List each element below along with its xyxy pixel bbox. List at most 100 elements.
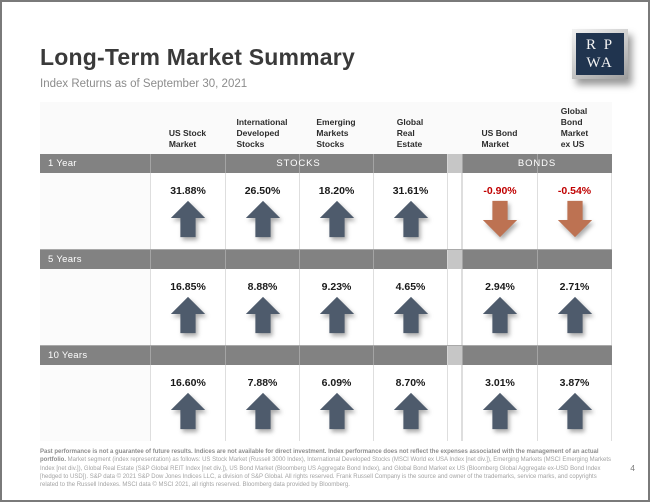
up-arrow-icon xyxy=(557,296,592,334)
column-header-line: US Bond xyxy=(481,128,518,138)
column-header-line: Global xyxy=(560,106,588,116)
up-arrow-icon xyxy=(319,296,354,334)
return-cell-us-stock-market: 16.85% xyxy=(150,269,225,345)
column-header-international-developed-stocks: International Developed Stocks xyxy=(225,102,299,154)
up-arrow-icon xyxy=(170,200,206,238)
column-header-line: Bond xyxy=(560,117,583,127)
band-segment xyxy=(373,250,447,269)
up-arrow-icon xyxy=(482,296,518,334)
column-header-global-bond-market-ex-us: Global Bond Market ex US xyxy=(537,102,612,154)
up-arrow-icon xyxy=(245,200,280,238)
rpwa-logo: R P WA xyxy=(572,29,628,79)
column-header-row: US Stock Market International Developed Stoc… xyxy=(40,102,612,154)
value-row-label-spacer xyxy=(40,269,150,345)
band-gap-cell xyxy=(447,154,462,173)
disclosure-footnote: Past performance is not a guarantee of f… xyxy=(40,448,614,489)
return-cell-us-stock-market: 16.60% xyxy=(150,365,225,441)
column-header-us-stock-market: US Stock Market xyxy=(150,102,225,154)
column-header-line: Stocks xyxy=(316,139,345,149)
value-row: 16.60% 7.88% 6.09% 8.70% 3.01% 3.87% xyxy=(40,365,612,441)
return-value: 4.65% xyxy=(395,281,426,293)
return-cell-us-bond-market: -0.90% xyxy=(462,173,537,249)
up-arrow-icon xyxy=(319,392,354,430)
return-cell-global-real-estate: 4.65% xyxy=(373,269,447,345)
return-value: 3.87% xyxy=(559,377,590,389)
column-header-label: International Developed Stocks xyxy=(236,117,287,150)
return-value: 9.23% xyxy=(321,281,352,293)
band-segment xyxy=(225,250,299,269)
return-cell-emerging-markets-stocks: 6.09% xyxy=(299,365,373,441)
column-header-line: Developed xyxy=(236,128,280,138)
stocks-bonds-divider xyxy=(447,173,462,249)
band-segment xyxy=(537,154,612,173)
page-title: Long-Term Market Summary xyxy=(40,44,355,70)
band-segment xyxy=(299,154,373,173)
value-row-label-spacer xyxy=(40,173,150,249)
return-value: 8.70% xyxy=(395,377,426,389)
column-header-label: Emerging Markets Stocks xyxy=(316,117,355,150)
value-row: 16.85% 8.88% 9.23% 4.65% 2.94% 2.71% xyxy=(40,269,612,346)
footnote-bold-text: Past performance is not a guarantee of f… xyxy=(40,449,599,464)
band-segment xyxy=(225,154,299,173)
return-value: -0.54% xyxy=(557,185,592,197)
return-value: 2.71% xyxy=(559,281,590,293)
column-header-label: Global Real Estate xyxy=(397,117,423,150)
band-segment xyxy=(537,346,612,365)
column-header-us-bond-market: US Bond Market xyxy=(462,102,537,154)
column-header-line: Emerging xyxy=(316,117,356,127)
up-arrow-icon xyxy=(170,392,206,430)
period-band-5-years: 5 Years xyxy=(40,250,612,269)
column-header-label: Global Bond Market ex US xyxy=(561,106,588,150)
up-arrow-icon xyxy=(245,296,280,334)
return-value: 8.88% xyxy=(247,281,278,293)
row-period-label: 5 Years xyxy=(40,250,150,269)
up-arrow-icon xyxy=(482,392,518,430)
stocks-bonds-divider xyxy=(447,365,462,441)
return-value: 6.09% xyxy=(321,377,352,389)
return-cell-us-stock-market: 31.88% xyxy=(150,173,225,249)
up-arrow-icon xyxy=(393,200,428,238)
value-row-label-spacer xyxy=(40,365,150,441)
return-value: 26.50% xyxy=(244,185,281,197)
column-header-line: ex US xyxy=(560,139,585,149)
column-header-line: International xyxy=(236,117,288,127)
return-cell-global-bond-market-ex-us: -0.54% xyxy=(537,173,612,249)
return-value: 2.94% xyxy=(485,281,515,293)
rpwa-logo-monogram: R P WA xyxy=(576,33,624,75)
page-subtitle: Index Returns as of September 30, 2021 xyxy=(40,78,248,90)
column-header-global-real-estate: Global Real Estate xyxy=(373,102,447,154)
return-cell-us-bond-market: 3.01% xyxy=(462,365,537,441)
page-number: 4 xyxy=(630,463,635,473)
return-cell-global-bond-market-ex-us: 2.71% xyxy=(537,269,612,345)
return-cell-international-developed-stocks: 7.88% xyxy=(225,365,299,441)
return-cell-emerging-markets-stocks: 18.20% xyxy=(299,173,373,249)
band-segment xyxy=(462,154,537,173)
up-arrow-icon xyxy=(245,392,280,430)
up-arrow-icon xyxy=(393,296,428,334)
stocks-bonds-divider xyxy=(447,269,462,345)
band-segment xyxy=(150,154,225,173)
band-segment xyxy=(299,346,373,365)
up-arrow-icon xyxy=(319,200,354,238)
value-row: 31.88% 26.50% 18.20% 31.61% -0.90% -0.54% xyxy=(40,173,612,250)
column-header-line: Estate xyxy=(396,139,423,149)
band-gap-cell xyxy=(447,250,462,269)
return-value: 18.20% xyxy=(318,185,355,197)
column-header-line: Stocks xyxy=(236,139,265,149)
band-segment xyxy=(373,346,447,365)
return-cell-emerging-markets-stocks: 9.23% xyxy=(299,269,373,345)
band-segment xyxy=(150,346,225,365)
return-cell-global-real-estate: 8.70% xyxy=(373,365,447,441)
column-header-line: Markets xyxy=(316,128,349,138)
row-period-label: 1 Year xyxy=(40,154,150,173)
return-value: -0.90% xyxy=(483,185,517,197)
up-arrow-icon xyxy=(393,392,428,430)
returns-table: US Stock Market International Developed Stoc… xyxy=(40,102,612,441)
period-band-1-year: 1 Year STOCKS BONDS xyxy=(40,154,612,173)
column-header-line: Market xyxy=(481,139,509,149)
return-value: 3.01% xyxy=(485,377,515,389)
band-segment xyxy=(462,250,537,269)
return-value: 31.61% xyxy=(392,185,429,197)
column-header-line: Global xyxy=(396,117,424,127)
